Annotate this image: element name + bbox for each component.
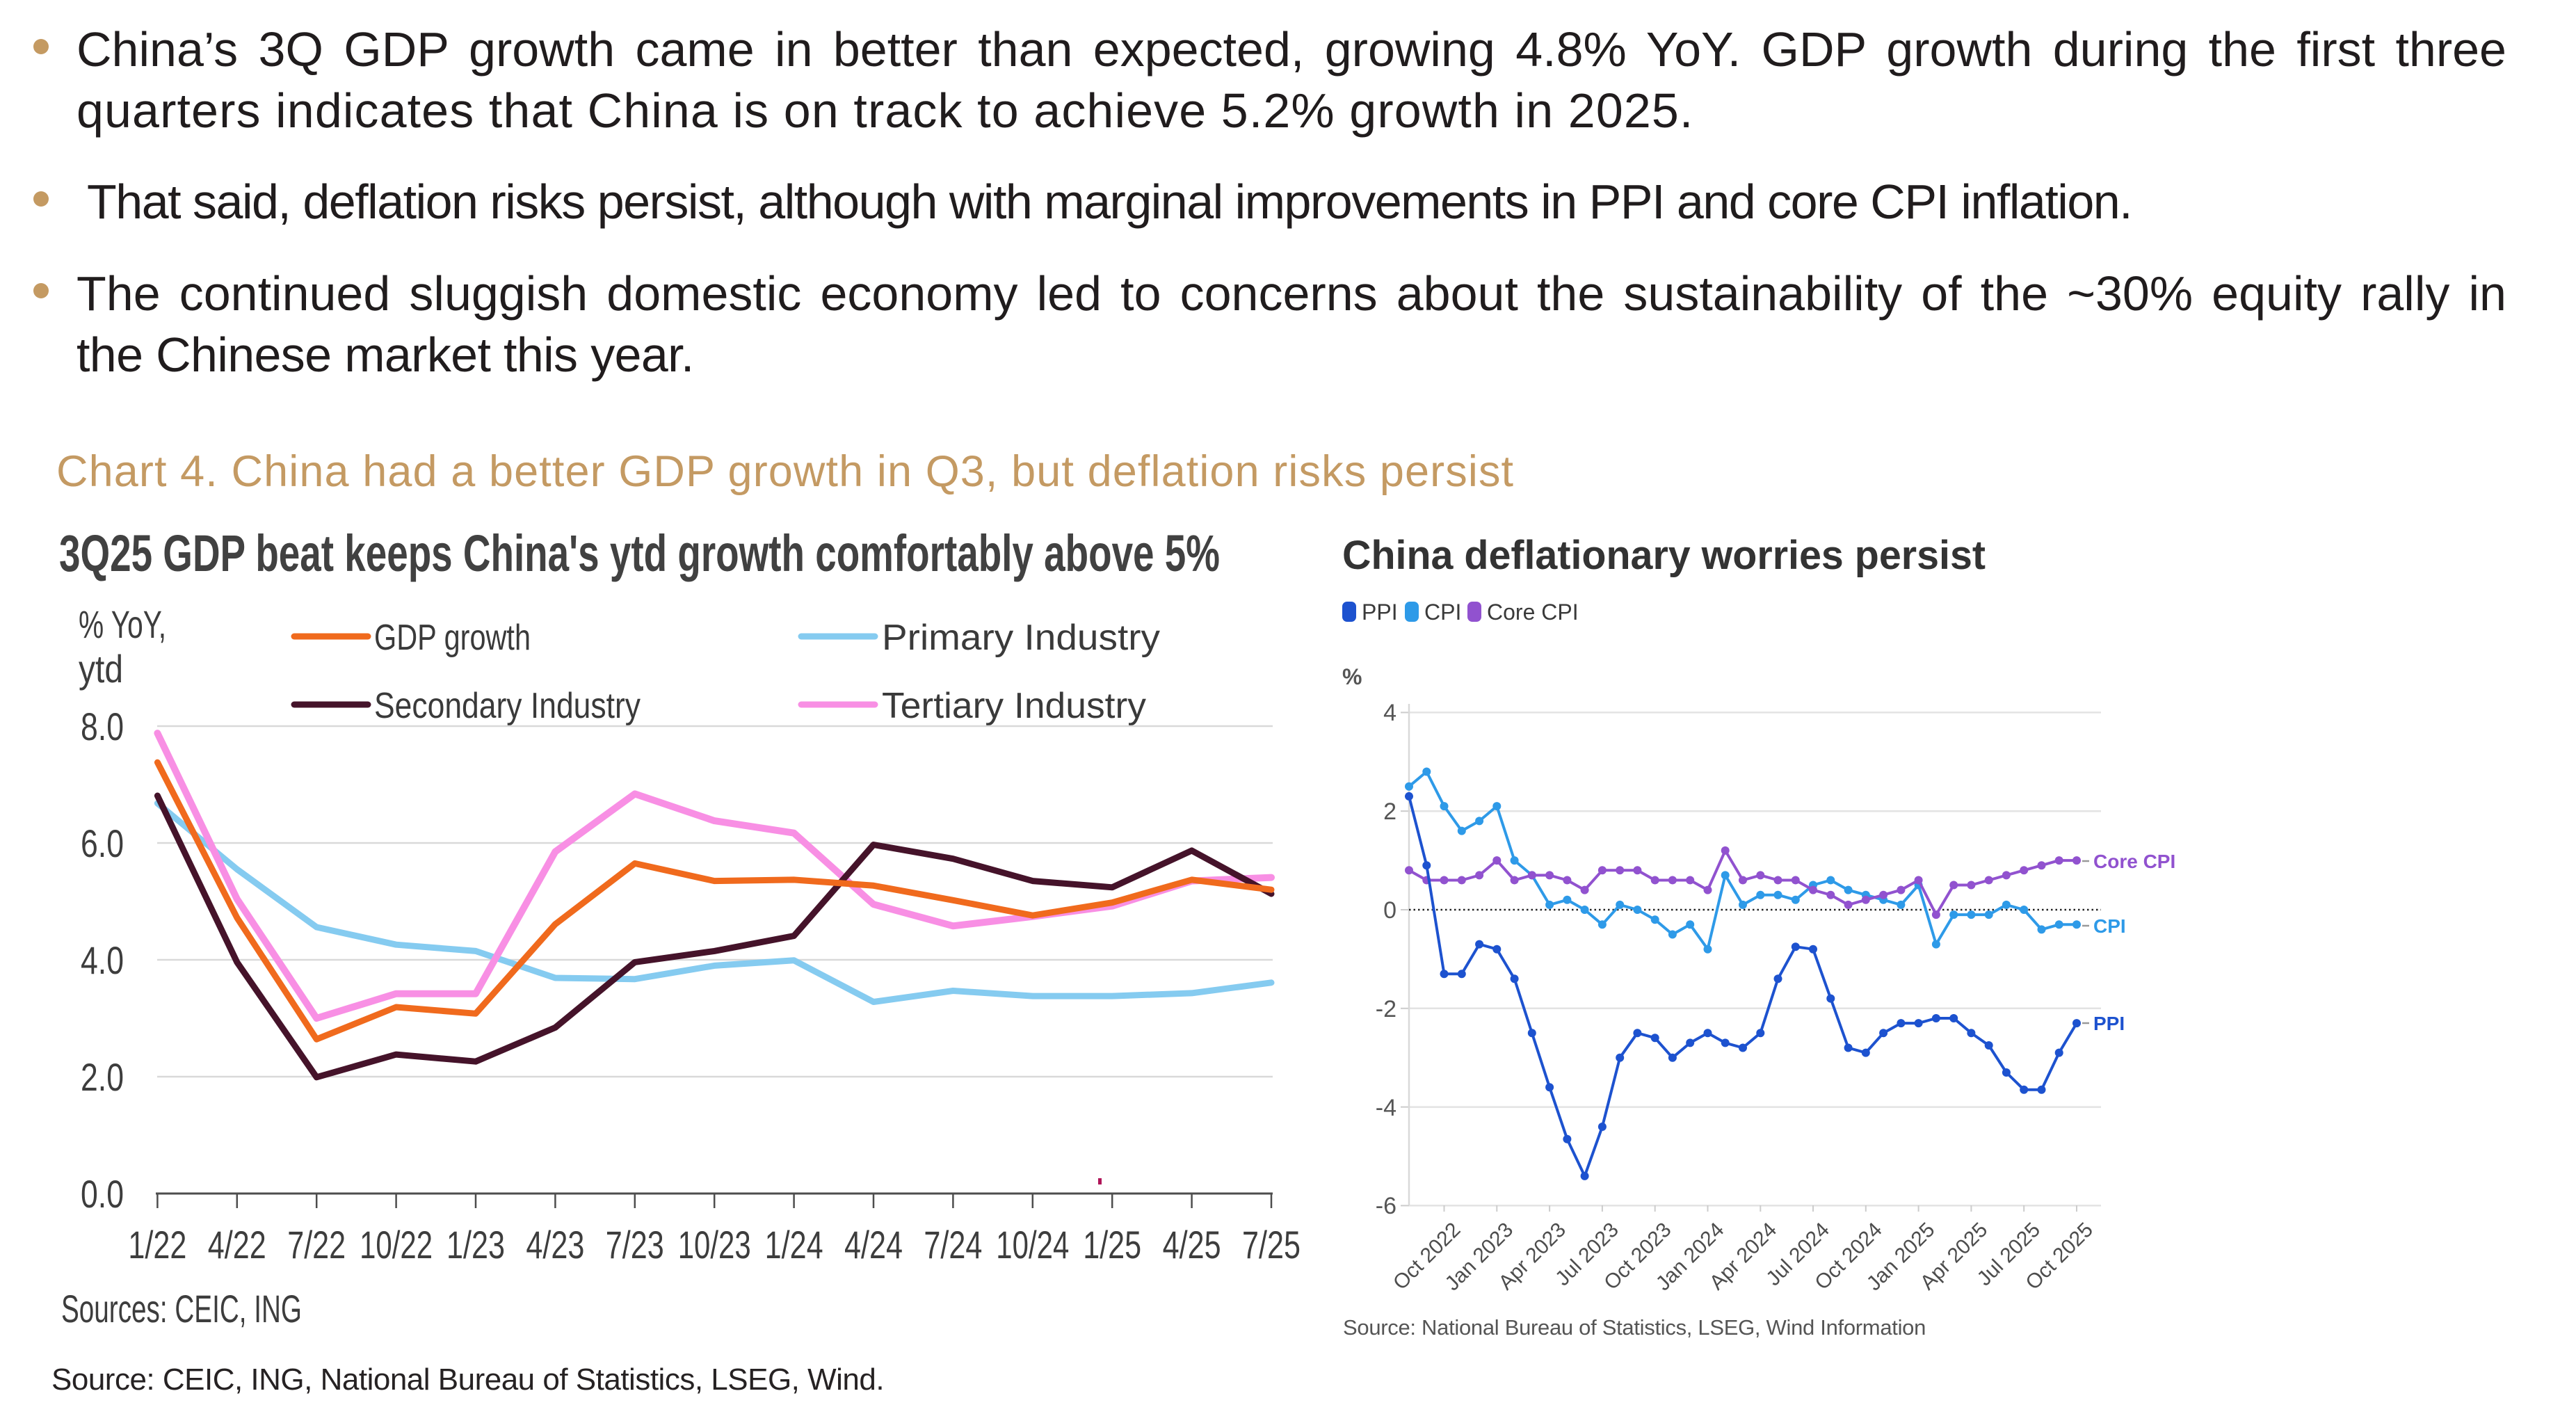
svg-text:ytd: ytd — [79, 647, 123, 691]
svg-text:7/25: 7/25 — [1242, 1223, 1301, 1267]
svg-text:10/23: 10/23 — [678, 1223, 751, 1267]
svg-text:Primary Industry: Primary Industry — [882, 618, 1160, 658]
svg-text:4/22: 4/22 — [208, 1223, 266, 1267]
svg-text:-4: -4 — [1376, 1095, 1396, 1121]
svg-text:CPI: CPI — [2093, 915, 2126, 937]
svg-text:10/24: 10/24 — [996, 1223, 1069, 1267]
svg-text:1/23: 1/23 — [446, 1223, 505, 1267]
svg-text:10/22: 10/22 — [360, 1223, 433, 1267]
svg-text:1/22: 1/22 — [128, 1223, 186, 1267]
svg-text:Sources: CEIC, ING: Sources: CEIC, ING — [61, 1287, 302, 1331]
svg-text:4/25: 4/25 — [1163, 1223, 1221, 1267]
svg-text:GDP growth: GDP growth — [374, 618, 531, 658]
svg-text:0: 0 — [1383, 897, 1396, 924]
svg-text:-2: -2 — [1376, 996, 1396, 1022]
svg-text:PPI: PPI — [2093, 1013, 2125, 1034]
svg-text:4: 4 — [1383, 700, 1396, 726]
svg-text:7/22: 7/22 — [287, 1223, 346, 1267]
svg-text:7/24: 7/24 — [924, 1223, 982, 1267]
svg-text:4/24: 4/24 — [844, 1223, 903, 1267]
svg-text:8.0: 8.0 — [81, 705, 124, 748]
svg-text:Core CPI: Core CPI — [1487, 600, 1579, 625]
svg-text:1/24: 1/24 — [765, 1223, 823, 1267]
svg-text:Tertiary Industry: Tertiary Industry — [882, 686, 1146, 726]
svg-text:4/23: 4/23 — [526, 1223, 584, 1267]
svg-text:%: % — [1342, 664, 1362, 689]
svg-text:2: 2 — [1383, 798, 1396, 825]
svg-text:2.0: 2.0 — [81, 1055, 124, 1099]
svg-text:Secondary Industry: Secondary Industry — [374, 686, 641, 726]
svg-text:% YoY,: % YoY, — [79, 602, 166, 646]
svg-text:0.0: 0.0 — [81, 1172, 124, 1216]
svg-text:6.0: 6.0 — [81, 821, 124, 865]
svg-text:7/23: 7/23 — [606, 1223, 664, 1267]
svg-text:-6: -6 — [1376, 1193, 1396, 1219]
svg-text:Core CPI: Core CPI — [2093, 851, 2175, 872]
svg-text:Source: National Bureau of Sta: Source: National Bureau of Statistics, L… — [1343, 1315, 1926, 1340]
svg-text:4.0: 4.0 — [81, 938, 124, 982]
svg-text:1/25: 1/25 — [1083, 1223, 1141, 1267]
svg-text:3Q25 GDP beat keeps China's yt: 3Q25 GDP beat keeps China's ytd growth c… — [59, 524, 1220, 582]
svg-text:CPI: CPI — [1424, 600, 1461, 625]
svg-text:PPI: PPI — [1362, 600, 1398, 625]
svg-text:China deflationary worries per: China deflationary worries persist — [1342, 533, 1986, 578]
